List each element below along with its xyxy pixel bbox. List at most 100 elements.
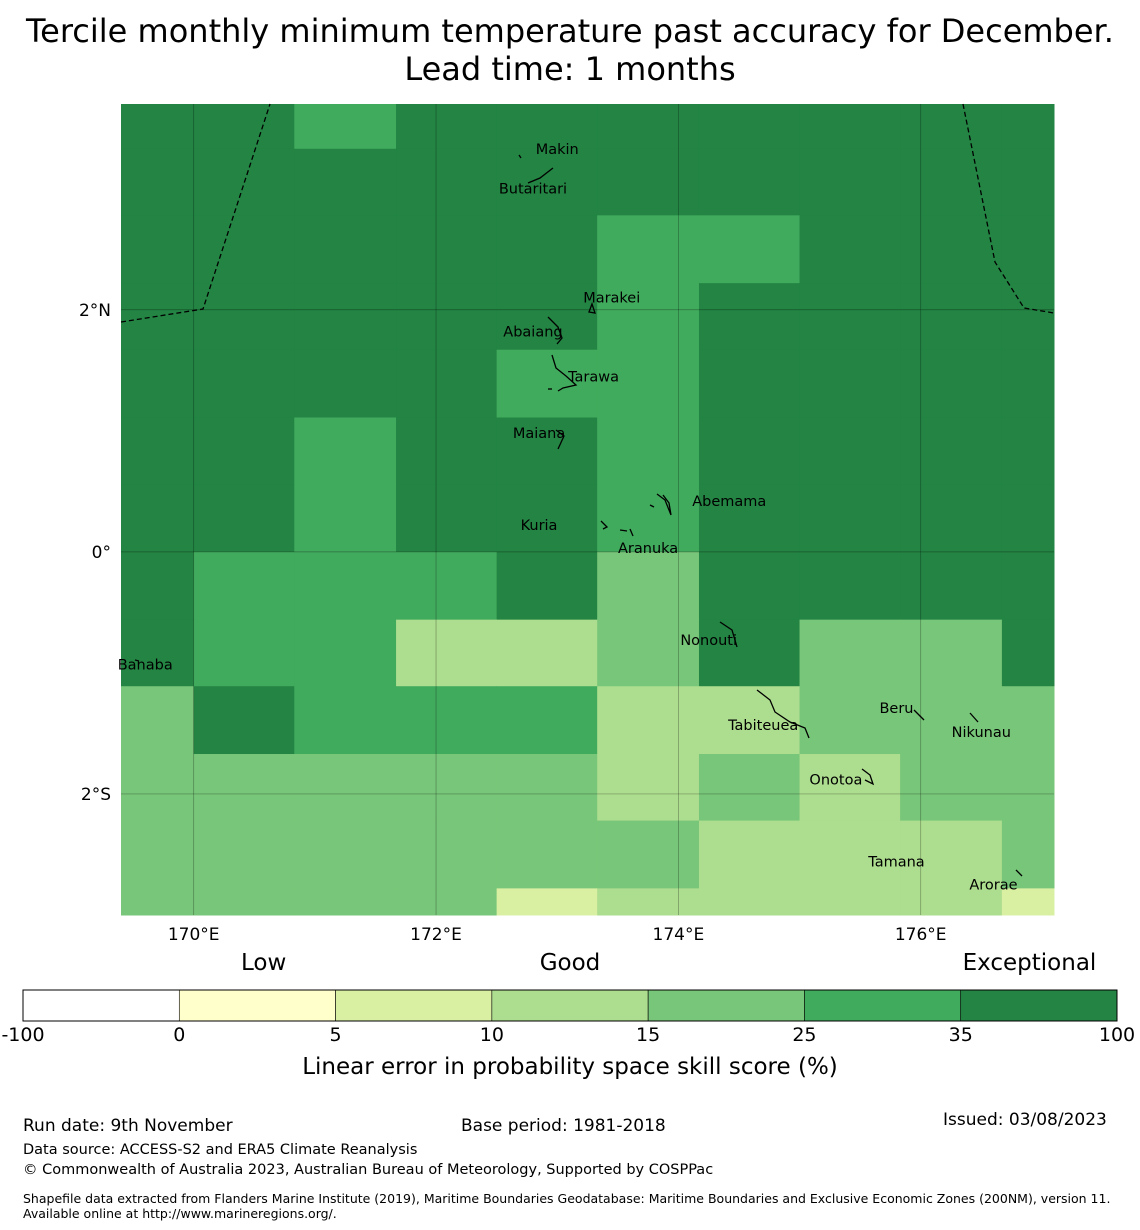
grid-cell [698,417,801,485]
grid-cell [900,754,1003,822]
grid-cell [597,754,700,822]
grid-cell [597,283,700,351]
grid-cell [799,820,901,889]
island-outline [134,659,140,662]
island-label: Maiana [513,426,565,442]
island-label: Nikunau [952,725,1011,741]
grid-cell [294,283,397,351]
grid-cell [799,215,901,284]
grid-cell [900,104,1003,150]
island-outline [913,709,925,721]
island-label: Tarawa [567,369,619,385]
grid-cell [496,686,598,755]
grid-cell [294,888,397,916]
grid-cell [597,484,700,553]
grid-cell [193,215,295,284]
island-outline [649,504,655,508]
grid-cell [193,349,295,419]
colorbar-category-label: Low [241,950,287,976]
grid-cell [597,417,700,485]
grid-cell [121,417,195,485]
grid-cell [698,484,801,553]
grid-cell [597,619,700,687]
lon-tick-label: 174°E [653,925,705,945]
grid-cell [597,349,700,419]
grid-cell [496,104,598,150]
grid-cell [1001,619,1055,687]
grid-cell [799,551,901,621]
grid-cell [496,888,598,916]
grid-cell [1001,215,1055,284]
lat-tick-label: 0° [92,543,111,563]
lon-tick-label: 172°E [410,925,462,945]
island-outline [756,689,810,739]
grid-cell [1001,104,1055,150]
skill-map: Makin Butaritari Marakei Abaiang Tarawa Maian… [79,103,1055,945]
grid-cell [396,148,498,216]
grid-cell [193,484,295,553]
grid-cell [496,820,598,889]
grid-cell [799,148,901,216]
lon-tick-label: 170°E [168,925,220,945]
colorbar-tick-label: 35 [948,1024,973,1046]
lat-tick-label: 2°N [79,301,111,321]
grid-cell [396,754,498,822]
grid-cell [396,888,498,916]
grid-cell [193,551,295,621]
grid-cell [294,349,397,419]
eez-boundary-west [120,103,271,323]
island-label: Marakei [583,291,640,307]
colorbar-tick-label: -100 [1,1024,45,1046]
island-label: Butaritari [499,182,567,198]
island-label: Nonouti [680,633,737,649]
colorbar [22,989,1118,1022]
grid-cell [496,417,598,485]
grid-cell [698,148,801,216]
grid-cell [121,619,195,687]
grid-cell [698,619,801,687]
grid-cell [193,888,295,916]
island-label: Abemama [692,494,766,510]
grid-cell [597,148,700,216]
grid-cell [698,686,801,755]
island-outline [656,493,672,516]
grid-cell [294,686,397,755]
grid-cell [193,417,295,485]
island-outline [588,302,596,314]
grid-cell [1001,349,1055,419]
colorbar-segment [960,989,1118,1022]
grid-cell [1001,754,1055,822]
colorbar-segment [178,989,336,1022]
island-outline [518,154,522,159]
grid-cell [900,283,1003,351]
grid-cell [900,148,1003,216]
grid-cell [396,283,498,351]
island-outline [1015,869,1023,877]
colorbar-label: Linear error in probability space skill … [302,1054,838,1080]
grid-cell [121,551,195,621]
colorbar-segment [647,989,805,1022]
grid-cell [698,551,801,621]
grid-cell [396,686,498,755]
grid-cell [496,283,598,351]
grid-cell [396,551,498,621]
grid-cell [799,686,901,755]
grid-cell [698,754,801,822]
grid-cell [597,686,700,755]
grid-cell [496,484,598,553]
grid-cell [193,820,295,889]
grid-cell [799,417,901,485]
grid-cell [396,619,498,687]
island-label: Beru [879,701,913,717]
grid-cell [294,215,397,284]
grid-cell [121,686,195,755]
island-label: Tamana [867,855,924,871]
island-label: Tabiteuea [727,718,798,734]
chart-title: Tercile monthly minimum temperature past… [26,12,1114,88]
grid-cell [193,686,295,755]
grid-cell [698,215,801,284]
shapefile-credit: Shapefile data extracted from Flanders M… [23,1191,1111,1221]
grid-cell [698,283,801,351]
grid-cell [294,417,397,485]
grid-cell [496,148,598,216]
